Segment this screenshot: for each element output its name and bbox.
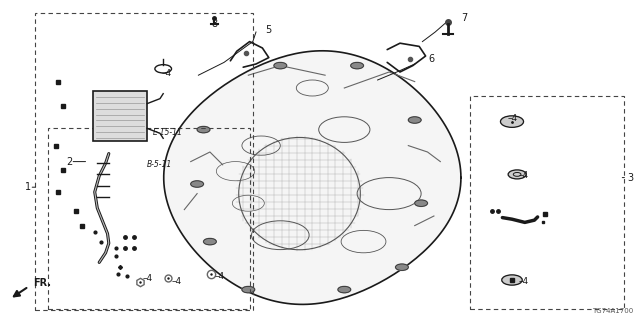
Text: –4: –4 <box>508 114 518 123</box>
Text: 2: 2 <box>66 156 72 167</box>
Text: –4: –4 <box>215 272 225 281</box>
Text: –4: –4 <box>142 274 152 283</box>
Circle shape <box>508 170 526 179</box>
Bar <box>470 96 624 309</box>
Text: 8: 8 <box>211 19 218 29</box>
Circle shape <box>242 286 255 293</box>
Text: –4: –4 <box>172 277 182 286</box>
Circle shape <box>191 181 204 187</box>
Text: TG74A1700: TG74A1700 <box>593 308 634 314</box>
Circle shape <box>204 238 216 245</box>
Circle shape <box>408 117 421 123</box>
Text: 5: 5 <box>266 25 272 36</box>
Text: 1: 1 <box>24 182 31 192</box>
Circle shape <box>197 126 210 133</box>
Text: –4: –4 <box>161 69 172 78</box>
Circle shape <box>415 200 428 206</box>
Circle shape <box>500 116 524 127</box>
Text: E-15-11: E-15-11 <box>152 128 182 137</box>
Polygon shape <box>164 51 461 304</box>
Circle shape <box>502 275 522 285</box>
Bar <box>48 128 250 309</box>
Bar <box>35 13 253 310</box>
Text: FR.: FR. <box>33 278 51 288</box>
Text: 3: 3 <box>627 172 634 183</box>
Text: –4: –4 <box>518 277 529 286</box>
Text: –4: –4 <box>518 171 529 180</box>
Circle shape <box>396 264 408 270</box>
Circle shape <box>338 286 351 293</box>
Bar <box>93 91 147 141</box>
Text: B-5-11: B-5-11 <box>147 160 172 169</box>
Text: 6: 6 <box>429 54 435 64</box>
Circle shape <box>274 62 287 69</box>
Text: 7: 7 <box>461 12 467 23</box>
Circle shape <box>351 62 364 69</box>
